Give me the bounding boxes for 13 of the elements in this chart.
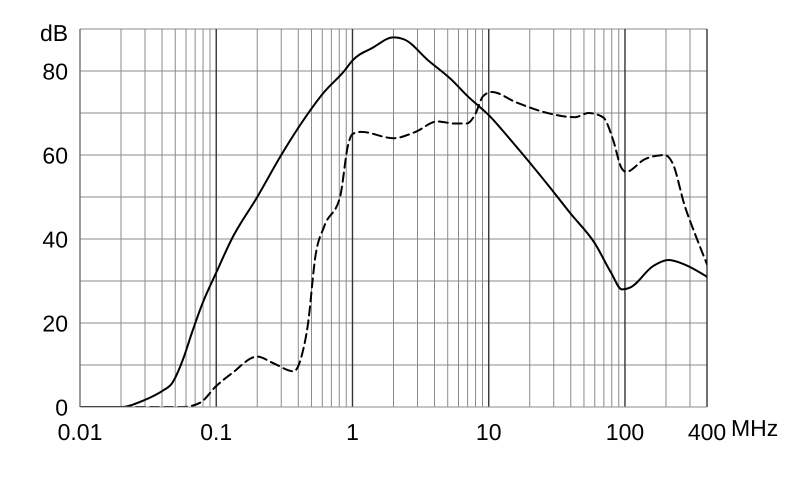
y-axis-title: dB	[40, 20, 68, 46]
x-tick-label: 1	[346, 419, 359, 445]
y-tick-label: 40	[42, 226, 68, 252]
x-tick-label: 400	[688, 419, 726, 445]
y-tick-label: 80	[42, 58, 68, 84]
y-tick-label: 0	[55, 394, 68, 420]
x-tick-label: 0.1	[200, 419, 232, 445]
x-tick-label: 10	[476, 419, 502, 445]
x-axis-title: MHz	[731, 415, 778, 441]
x-tick-label: 0.01	[58, 419, 102, 445]
y-tick-label: 20	[42, 310, 68, 336]
x-tick-label: 100	[606, 419, 644, 445]
y-tick-label: 60	[42, 142, 68, 168]
